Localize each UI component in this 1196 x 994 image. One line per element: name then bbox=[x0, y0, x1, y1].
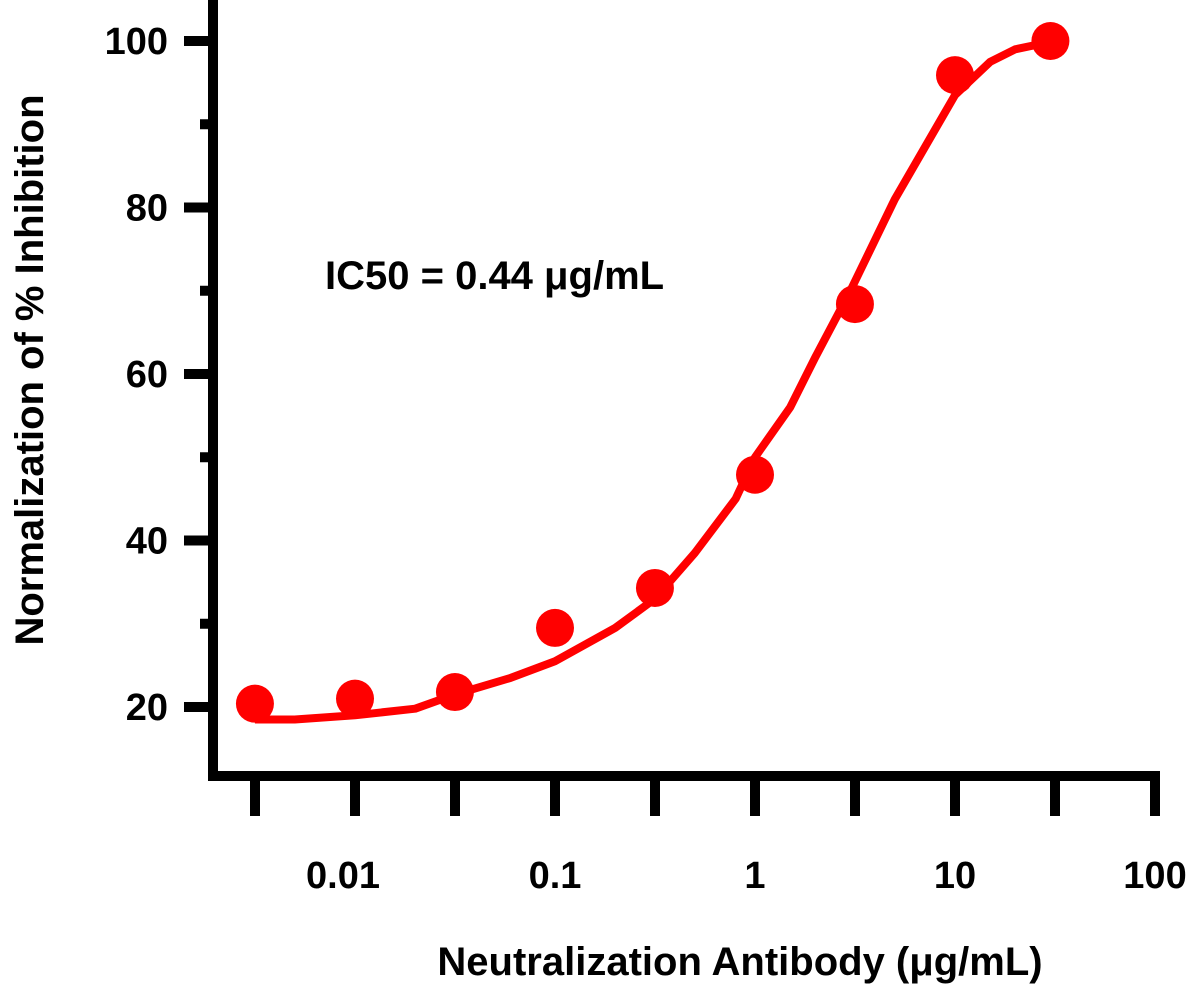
data-point bbox=[235, 684, 274, 723]
y-major-tick bbox=[184, 702, 210, 712]
y-minor-tick bbox=[200, 618, 210, 629]
x-axis-line bbox=[208, 771, 1160, 781]
data-point bbox=[635, 568, 674, 607]
y-major-tick bbox=[184, 202, 210, 213]
fit-curve bbox=[254, 37, 1056, 724]
data-point bbox=[736, 455, 774, 494]
y-axis-line bbox=[208, 0, 218, 780]
y-tick-label: 60 bbox=[126, 354, 168, 396]
y-tick-label: 100 bbox=[105, 21, 168, 63]
data-points bbox=[235, 22, 1070, 723]
y-tick-label: 20 bbox=[126, 687, 168, 729]
y-minor-tick bbox=[200, 119, 210, 130]
x-tick bbox=[550, 778, 560, 816]
ic50-annotation: IC50 = 0.44 μg/mL bbox=[325, 254, 664, 298]
data-point bbox=[435, 673, 474, 712]
x-tick bbox=[1150, 778, 1160, 816]
x-tick-label: 10 bbox=[934, 855, 976, 897]
data-point bbox=[336, 679, 374, 718]
y-tick-label: 40 bbox=[126, 521, 168, 563]
data-point bbox=[1031, 22, 1070, 60]
x-tick bbox=[250, 778, 260, 816]
data-point bbox=[936, 56, 974, 95]
y-major-tick bbox=[184, 535, 210, 546]
x-tick-label: 0.1 bbox=[529, 855, 582, 897]
x-tick-label: 100 bbox=[1123, 855, 1186, 897]
y-minor-tick bbox=[200, 452, 210, 463]
x-tick bbox=[950, 778, 960, 816]
x-tick bbox=[450, 778, 460, 816]
x-tick bbox=[750, 778, 760, 816]
x-tick-label: 1 bbox=[744, 855, 765, 897]
y-major-tick bbox=[184, 36, 210, 46]
y-tick-labels: 20 40 60 80 100 bbox=[105, 21, 168, 729]
axes bbox=[184, 0, 1160, 816]
y-tick-label: 80 bbox=[126, 188, 168, 230]
y-minor-tick bbox=[200, 285, 210, 296]
data-point bbox=[536, 608, 574, 647]
y-major-tick bbox=[184, 369, 210, 379]
x-tick bbox=[1050, 778, 1060, 816]
x-axis-title: Neutralization Antibody (μg/mL) bbox=[437, 940, 1042, 984]
x-tick bbox=[650, 778, 660, 816]
x-tick bbox=[350, 778, 360, 816]
y-axis-title: Normalization of % Inhibition bbox=[8, 94, 52, 645]
x-tick-label: 0.01 bbox=[306, 855, 380, 897]
x-tick bbox=[850, 778, 860, 816]
data-point bbox=[835, 285, 874, 324]
x-tick-labels: 0.01 0.1 1 10 100 bbox=[306, 855, 1187, 897]
